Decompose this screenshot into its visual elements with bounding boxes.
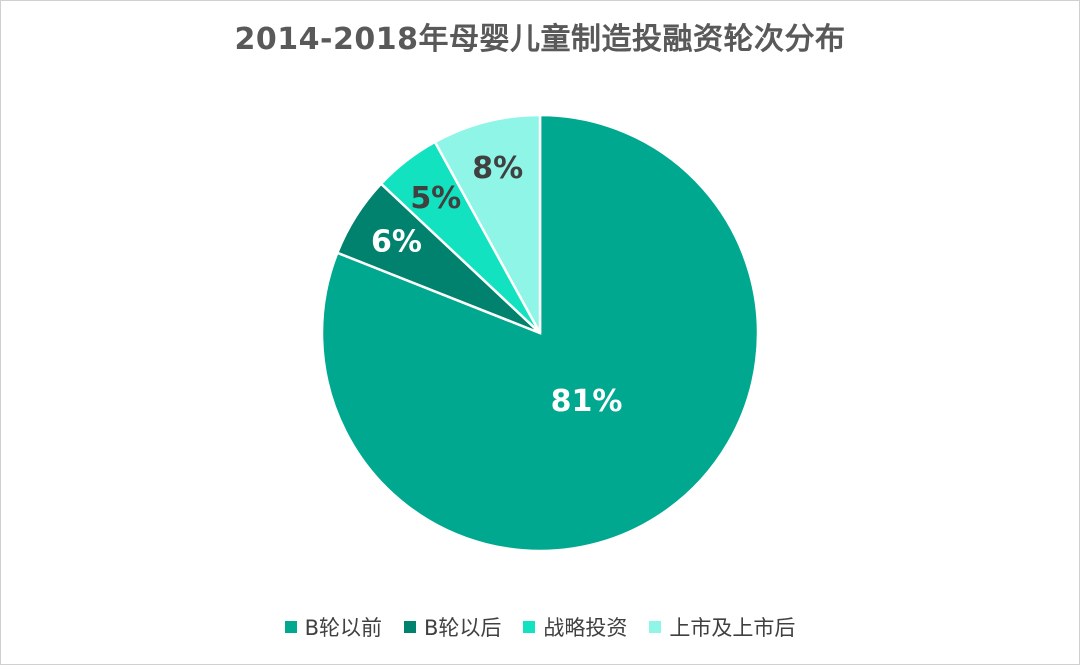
data-label-1: 81% (551, 384, 623, 419)
legend-item-1: B轮以前 (284, 612, 382, 642)
legend-swatch-1 (284, 621, 297, 633)
legend-item-2: B轮以后 (404, 612, 501, 642)
data-label-4: 8% (472, 151, 523, 186)
legend-label-4: 上市及上市后 (669, 616, 796, 640)
legend-swatch-3 (523, 621, 536, 633)
legend-item-3: 战略投资 (523, 612, 627, 642)
data-label-2: 6% (371, 224, 422, 259)
legend-label-1: B轮以前 (304, 616, 382, 640)
chart-legend: B轮以前 B轮以后 战略投资 上市及上市后 (0, 612, 1080, 642)
chart-title: 2014-2018年母婴儿童制造投融资轮次分布 (234, 22, 846, 57)
legend-swatch-2 (404, 621, 416, 633)
legend-item-4: 上市及上市后 (649, 612, 795, 642)
data-label-3: 5% (410, 181, 461, 216)
legend-label-3: 战略投资 (543, 616, 628, 640)
legend-label-2: B轮以后 (424, 616, 502, 640)
pie-slice-4 (433, 113, 542, 334)
legend-swatch-4 (649, 621, 662, 633)
